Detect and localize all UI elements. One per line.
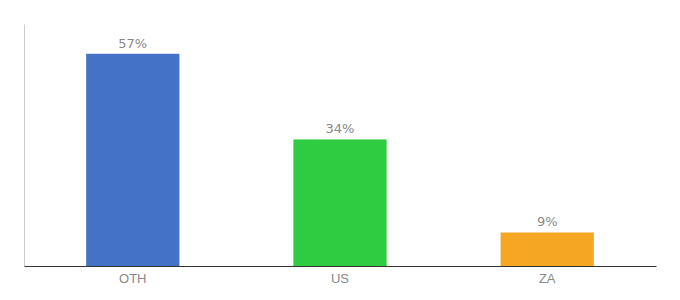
x-tick: US <box>331 271 349 286</box>
x-axis-line <box>25 266 657 267</box>
y-axis-line <box>24 25 25 267</box>
chart: OTH US ZA 57% 34% 9% <box>0 0 680 300</box>
bar <box>293 139 386 266</box>
x-tick: ZA <box>539 271 556 286</box>
x-tick-label: OTH <box>119 271 146 286</box>
bars <box>86 54 594 266</box>
x-axis: OTH US ZA <box>25 267 657 287</box>
y-axis <box>24 25 25 267</box>
data-labels: 57% 34% 9% <box>118 36 557 230</box>
bar <box>501 232 594 266</box>
data-label: 34% <box>326 121 355 136</box>
bar <box>86 54 179 266</box>
x-tick-label: ZA <box>539 271 556 286</box>
data-label: 9% <box>537 214 558 229</box>
x-tick: OTH <box>119 271 146 286</box>
plot: OTH US ZA 57% 34% 9% <box>25 25 657 287</box>
x-tick-label: US <box>331 271 349 286</box>
data-label: 57% <box>118 36 147 51</box>
